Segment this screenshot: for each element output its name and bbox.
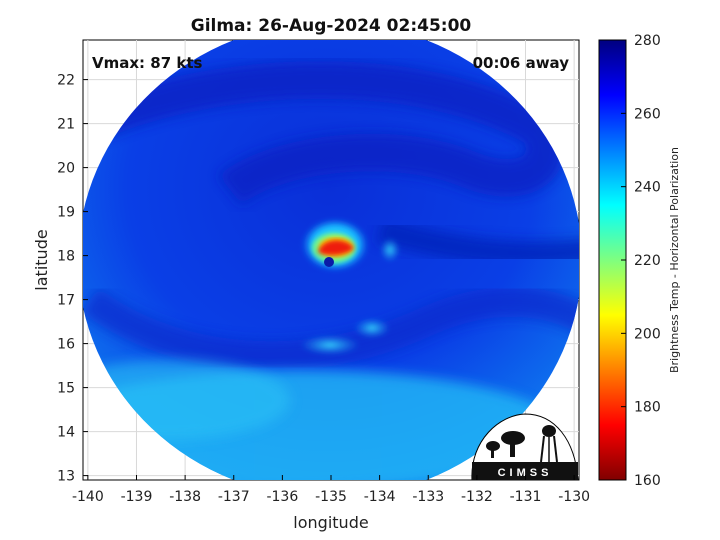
x-tick-label: -133 (412, 489, 444, 505)
colorbar-tick-label: 260 (634, 106, 661, 122)
y-tick-label: 18 (57, 249, 75, 265)
y-tick-label: 20 (57, 161, 75, 177)
x-tick-label: -140 (72, 489, 104, 505)
colorbar-tick-label: 280 (634, 33, 661, 49)
y-tick-label: 19 (57, 205, 75, 221)
y-axis-label: latitude (32, 229, 51, 290)
cimss-logo: CIMSS (471, 413, 579, 481)
y-axis-ticks: 13 14 15 16 17 18 19 20 21 22 (57, 73, 88, 485)
chart-title: Gilma: 26-Aug-2024 02:45:00 (191, 16, 472, 36)
colorbar-tick-label: 200 (634, 326, 661, 342)
colorbar-tick-label: 240 (634, 180, 661, 196)
time-away-annotation: 00:06 away (473, 54, 570, 72)
x-tick-label: -136 (266, 489, 298, 505)
x-tick-label: -137 (218, 489, 250, 505)
y-tick-label: 22 (57, 73, 75, 89)
colorbar-tick-label: 160 (634, 473, 661, 489)
colorbar-label: Brightness Temp - Horizontal Polarizatio… (668, 147, 681, 373)
y-tick-label: 21 (57, 117, 75, 133)
x-tick-label: -132 (461, 489, 493, 505)
x-axis-ticks: -140 -139 -138 -137 -136 -135 -134 -133 -132 -131… (72, 475, 590, 505)
x-tick-label: -135 (315, 489, 347, 505)
vmax-annotation: Vmax: 87 kts (92, 54, 202, 72)
y-tick-label: 14 (57, 425, 75, 441)
x-tick-label: -139 (121, 489, 153, 505)
cimss-logo-text: CIMSS (498, 467, 553, 479)
x-tick-label: -130 (558, 489, 590, 505)
x-tick-label: -138 (169, 489, 201, 505)
x-axis-label: longitude (293, 513, 368, 532)
colorbar-tick-label: 220 (634, 253, 661, 269)
y-tick-label: 13 (57, 469, 75, 485)
x-tick-label: -134 (364, 489, 396, 505)
colorbar-ticks: 160 180 200 220 240 260 280 (621, 33, 661, 489)
colorbar-tick-label: 180 (634, 400, 661, 416)
y-tick-label: 15 (57, 381, 75, 397)
y-tick-label: 17 (57, 293, 75, 309)
x-tick-label: -131 (510, 489, 542, 505)
y-tick-label: 16 (57, 337, 75, 353)
